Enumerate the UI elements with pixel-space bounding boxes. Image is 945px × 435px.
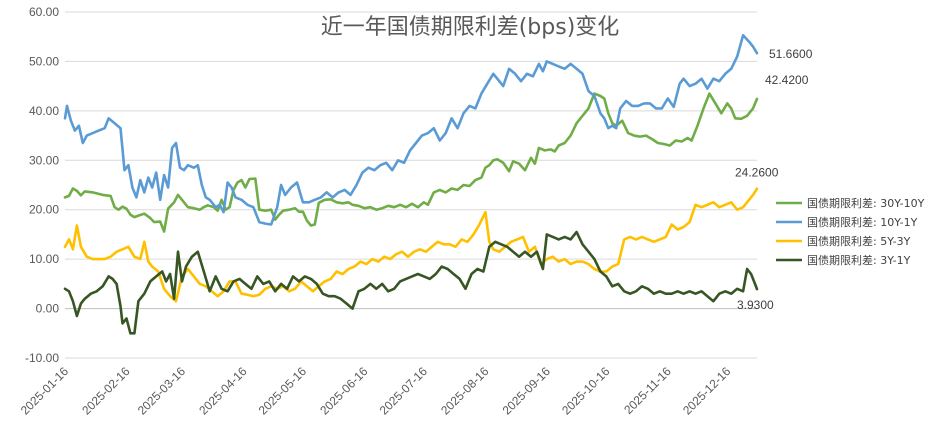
end-value-label: 3.9300 xyxy=(737,298,774,312)
legend-label: 国债期限利差: 3Y-1Y xyxy=(807,253,911,267)
end-value-label: 51.6600 xyxy=(769,47,813,61)
y-tick-label: 20.00 xyxy=(29,203,59,217)
y-tick-label: 30.00 xyxy=(29,153,59,167)
y-axis: -10.00 0.00 10.00 20.00 30.00 40.00 50.00 60.00 xyxy=(25,5,59,365)
x-tick-label: 2025-04-16 xyxy=(196,364,250,418)
x-tick-label: 2025-10-16 xyxy=(559,364,613,418)
chart-title: 近一年国债期限利差(bps)变化 xyxy=(321,15,620,40)
y-tick-label: 40.00 xyxy=(29,104,59,118)
y-tick-label: 60.00 xyxy=(29,5,59,19)
x-tick-label: 2025-05-16 xyxy=(256,364,310,418)
x-tick-label: 2025-07-16 xyxy=(377,364,431,418)
x-tick-label: 2025-12-16 xyxy=(680,364,734,418)
x-tick-label: 2025-02-16 xyxy=(79,364,133,418)
x-axis: 2025-01-16 2025-02-16 2025-03-16 2025-04-16… xyxy=(18,364,734,418)
series-line xyxy=(63,230,759,335)
x-tick-label: 2025-08-16 xyxy=(438,364,492,418)
end-labels: 42.4200 51.6600 24.2600 3.9300 xyxy=(735,47,813,312)
x-tick-label: 2025-01-16 xyxy=(18,364,72,418)
series-layer xyxy=(63,33,759,335)
x-tick-label: 2025-06-16 xyxy=(317,364,371,418)
legend-label: 国债期限利差: 30Y-10Y xyxy=(807,196,925,210)
y-tick-label: 50.00 xyxy=(29,54,59,68)
series-line xyxy=(63,92,759,233)
legend-label: 国债期限利差: 10Y-1Y xyxy=(807,215,918,229)
legend-label: 国债期限利差: 5Y-3Y xyxy=(807,234,911,248)
legend: 国债期限利差: 30Y-10Y 国债期限利差: 10Y-1Y 国债期限利差: 5Y-… xyxy=(776,196,925,267)
y-tick-label: -10.00 xyxy=(25,351,59,365)
y-tick-label: 0.00 xyxy=(36,302,60,316)
x-tick-label: 2025-03-16 xyxy=(135,364,189,418)
x-tick-label: 2025-09-16 xyxy=(500,364,554,418)
series-line xyxy=(63,187,759,303)
grid-layer xyxy=(65,11,757,359)
x-tick-label: 2025-11-16 xyxy=(621,364,674,417)
end-value-label: 24.2600 xyxy=(735,166,779,180)
series-line xyxy=(63,33,759,226)
y-tick-label: 10.00 xyxy=(29,252,59,266)
end-value-label: 42.4200 xyxy=(765,73,809,87)
